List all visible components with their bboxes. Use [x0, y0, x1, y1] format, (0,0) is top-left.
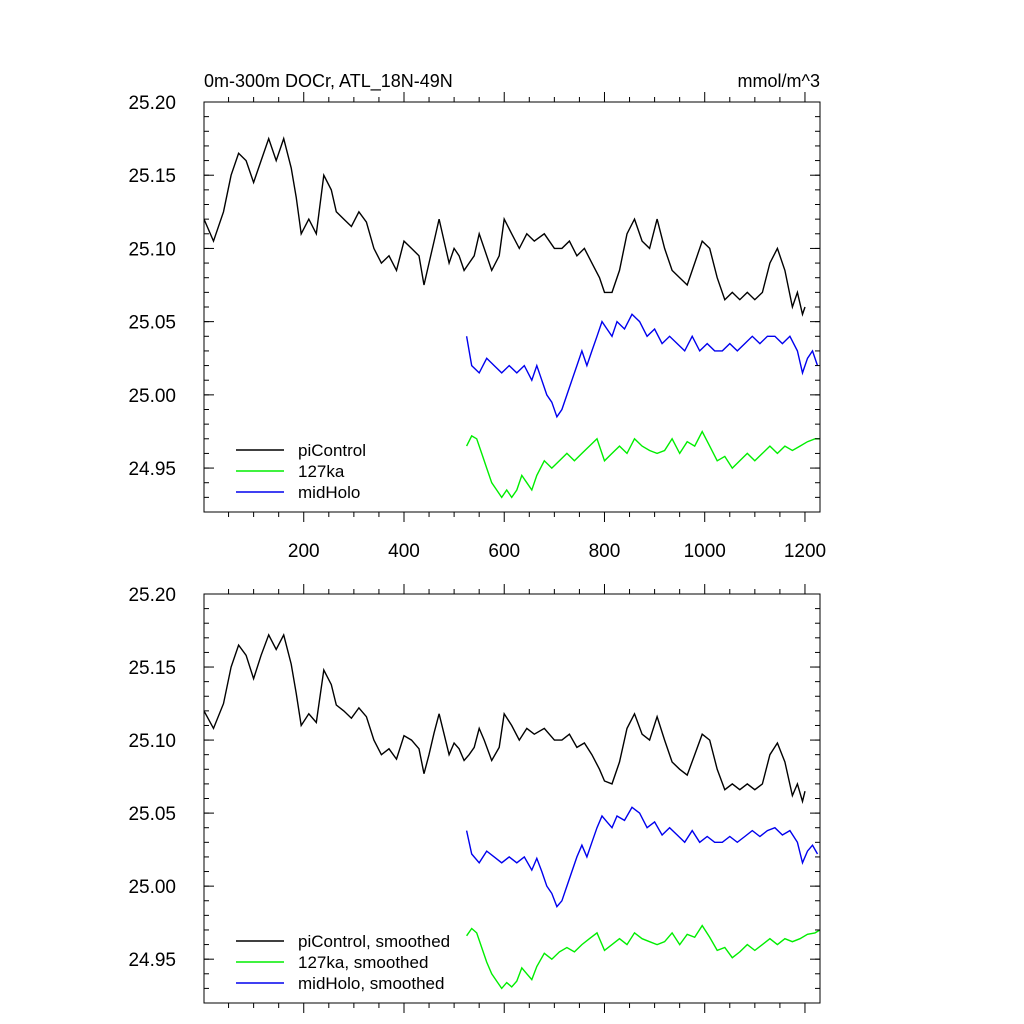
- series-line-0: [204, 632, 806, 805]
- series-line-2: [465, 313, 819, 419]
- legend-label-0: piControl, smoothed: [298, 932, 450, 951]
- y-tick-label: 25.10: [128, 239, 176, 260]
- x-tick-label: 800: [589, 541, 621, 562]
- y-tick-label: 25.00: [128, 877, 176, 898]
- legend-label-1: 127ka, smoothed: [298, 953, 428, 972]
- y-tick-label: 25.20: [128, 93, 176, 114]
- legend: piControl 127ka midHolo: [236, 441, 366, 502]
- y-tick-label: 25.05: [128, 313, 176, 334]
- y-tick-label: 24.95: [128, 950, 176, 971]
- x-tick-label: 400: [388, 541, 420, 562]
- y-tick-label: 25.00: [128, 386, 176, 407]
- x-tick-label: 200: [288, 541, 320, 562]
- plot-frame: [203, 593, 821, 1004]
- legend-label-2: midHolo: [298, 483, 360, 502]
- bottom-panel: 24.95 25.00 25.05 25.10 25.15 25.20 piControl,…: [128, 584, 821, 1013]
- y-tick-label: 25.15: [128, 658, 176, 679]
- legend: piControl, smoothed 127ka, smoothed midHol…: [236, 932, 450, 993]
- series-line-1: [465, 429, 820, 499]
- x-tick-label: 1000: [684, 541, 726, 562]
- plot-frame: [203, 101, 821, 513]
- y-tick-label: 24.95: [128, 459, 176, 480]
- series-line-1: [466, 924, 820, 990]
- series-lines: [204, 632, 820, 990]
- top-panel: 24.95 25.00 25.05 25.10 25.15 25.20 200 400 600 8…: [128, 92, 826, 562]
- series-line-0: [204, 136, 806, 317]
- y-tick-label: 25.20: [128, 585, 176, 606]
- y-tick-label: 25.05: [128, 804, 176, 825]
- units-label: mmol/m^3: [738, 71, 820, 91]
- legend-label-0: piControl: [298, 441, 366, 460]
- series-line-2: [465, 806, 819, 908]
- y-tick-label: 25.15: [128, 166, 176, 187]
- x-tick-label: 600: [488, 541, 520, 562]
- legend-label-1: 127ka: [298, 462, 345, 481]
- legend-label-2: midHolo, smoothed: [298, 974, 444, 993]
- x-tick-label: 1200: [784, 541, 826, 562]
- series-lines: [204, 136, 820, 499]
- chart-title: 0m-300m DOCr, ATL_18N-49N: [204, 71, 453, 92]
- y-tick-label: 25.10: [128, 731, 176, 752]
